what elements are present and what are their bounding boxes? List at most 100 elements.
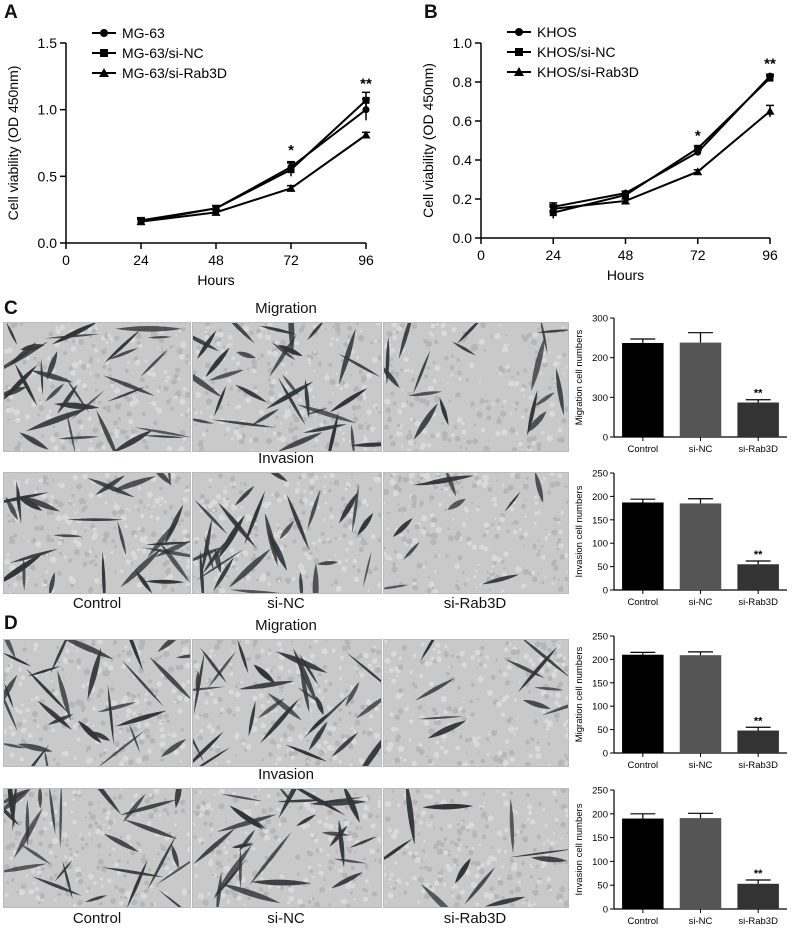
- membrane-pore: [131, 693, 136, 699]
- membrane-pore: [182, 437, 187, 442]
- membrane-pore: [443, 850, 449, 856]
- membrane-pore: [217, 697, 223, 703]
- stained-cell: [160, 738, 186, 757]
- membrane-pore: [4, 349, 9, 354]
- membrane-pore: [427, 576, 430, 579]
- membrane-pore: [175, 665, 182, 671]
- y-tick-label: 200: [592, 353, 608, 364]
- panel-letter-d: D: [4, 613, 18, 634]
- stained-cell: [272, 342, 296, 361]
- membrane-pore: [38, 830, 45, 836]
- membrane-pore: [36, 870, 42, 876]
- membrane-pore: [126, 396, 132, 402]
- membrane-pore: [210, 533, 217, 540]
- stained-cell: [171, 844, 179, 869]
- membrane-pore: [389, 872, 394, 877]
- membrane-pore: [524, 515, 527, 519]
- membrane-pore: [341, 565, 348, 572]
- membrane-pore: [396, 326, 402, 332]
- membrane-pore: [211, 873, 215, 877]
- membrane-pore: [443, 749, 449, 755]
- membrane-pore: [521, 861, 525, 866]
- membrane-pore: [357, 533, 362, 538]
- membrane-pore: [37, 901, 41, 905]
- membrane-pore: [522, 483, 529, 490]
- membrane-pore: [109, 336, 113, 341]
- membrane-pore: [117, 653, 122, 658]
- membrane-pore: [153, 689, 159, 694]
- membrane-pore: [111, 847, 116, 851]
- stained-cell: [220, 793, 263, 802]
- stained-cell: [51, 323, 97, 345]
- membrane-pore: [541, 431, 545, 435]
- membrane-pore: [444, 508, 448, 512]
- membrane-pore: [199, 714, 202, 717]
- membrane-pore: [86, 697, 92, 702]
- membrane-pore: [485, 737, 490, 741]
- membrane-pore: [490, 570, 494, 574]
- membrane-pore: [354, 719, 361, 726]
- membrane-pore: [363, 805, 370, 811]
- membrane-pore: [34, 695, 40, 701]
- membrane-pore: [245, 575, 251, 581]
- membrane-pore: [507, 369, 511, 373]
- membrane-pore: [553, 668, 558, 673]
- membrane-pore: [53, 499, 59, 505]
- membrane-pore: [500, 410, 507, 417]
- membrane-pore: [503, 488, 509, 494]
- membrane-pore: [69, 387, 72, 390]
- membrane-pore: [20, 883, 27, 890]
- membrane-pore: [536, 442, 542, 448]
- membrane-pore: [408, 439, 414, 446]
- membrane-pore: [480, 323, 487, 329]
- membrane-pore: [181, 327, 185, 332]
- membrane-pore: [453, 864, 457, 867]
- membrane-pore: [8, 394, 14, 400]
- membrane-pore: [442, 883, 447, 887]
- membrane-pore: [103, 661, 109, 667]
- membrane-pore: [426, 755, 429, 758]
- membrane-pore: [116, 715, 119, 718]
- membrane-pore: [329, 473, 335, 479]
- membrane-pore: [63, 855, 67, 859]
- membrane-pore: [390, 440, 396, 447]
- membrane-pore: [4, 818, 7, 824]
- membrane-pore: [112, 640, 118, 645]
- membrane-pore: [479, 544, 485, 550]
- membrane-pore: [434, 365, 441, 372]
- membrane-pore: [78, 700, 84, 707]
- membrane-pore: [436, 848, 444, 855]
- membrane-pore: [545, 726, 550, 731]
- membrane-pore: [547, 533, 551, 536]
- membrane-pore: [261, 758, 265, 762]
- membrane-pore: [433, 843, 439, 850]
- membrane-pore: [411, 503, 417, 509]
- membrane-pore: [344, 558, 349, 563]
- membrane-pore: [138, 739, 145, 745]
- legend-marker: [514, 67, 524, 76]
- membrane-pore: [130, 562, 134, 565]
- stained-cell: [229, 589, 280, 593]
- membrane-pore: [470, 712, 475, 717]
- data-point: [765, 106, 775, 115]
- membrane-pore: [313, 640, 319, 644]
- membrane-pore: [555, 692, 562, 699]
- membrane-pore: [405, 435, 411, 441]
- membrane-pore: [335, 372, 339, 375]
- membrane-pore: [180, 549, 184, 553]
- membrane-pore: [557, 578, 560, 581]
- section-title-d-migration: Migration: [255, 617, 317, 634]
- membrane-pore: [428, 728, 435, 735]
- membrane-pore: [433, 880, 440, 886]
- membrane-pore: [420, 529, 427, 535]
- membrane-pore: [33, 642, 39, 648]
- membrane-pore: [428, 822, 431, 825]
- membrane-pore: [125, 559, 131, 565]
- membrane-pore: [431, 532, 438, 540]
- membrane-pore: [53, 445, 59, 451]
- membrane-pore: [274, 762, 279, 766]
- membrane-pore: [274, 491, 280, 498]
- membrane-pore: [424, 793, 429, 799]
- membrane-pore: [272, 431, 277, 436]
- membrane-pore: [267, 367, 273, 373]
